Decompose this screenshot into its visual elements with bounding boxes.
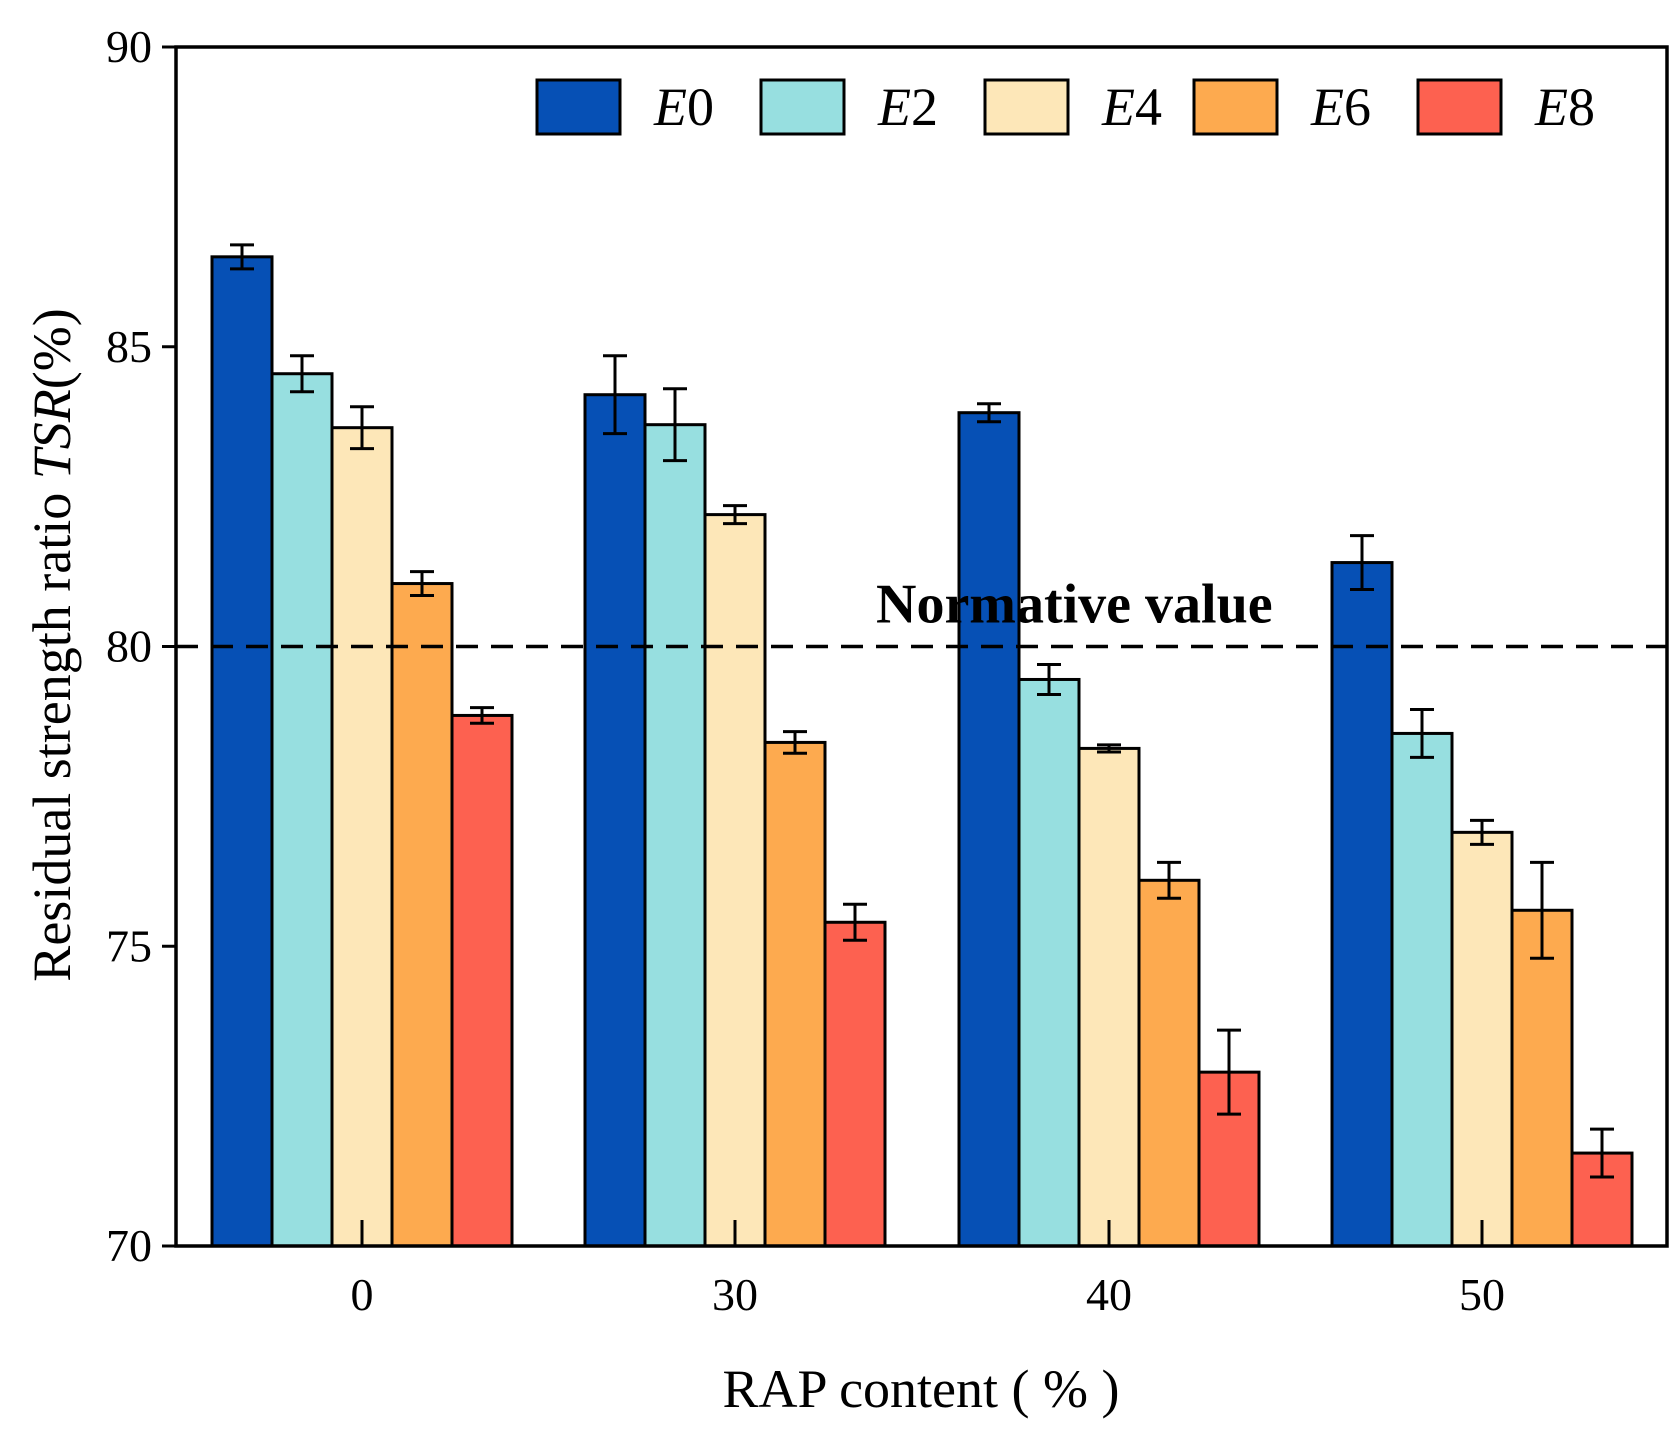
y-tick-label-80: 80 <box>106 621 152 672</box>
error-bar-E6-30 <box>783 730 807 755</box>
legend-swatch-E4 <box>983 78 1070 136</box>
y-axis-title-variable: TSR <box>22 389 82 479</box>
legend-digit: 0 <box>687 77 714 137</box>
normative-value-label: Normative value <box>876 574 1273 636</box>
bar-E0-30 <box>583 393 647 1248</box>
legend-letter: E <box>877 77 911 137</box>
error-bar-E8-0 <box>470 706 494 725</box>
x-tick-label-30: 30 <box>712 1269 758 1320</box>
bar-E2-0 <box>270 372 334 1248</box>
error-bar-E4-30 <box>723 504 747 526</box>
error-bar-E8-50 <box>1590 1127 1614 1179</box>
error-bar-E0-50 <box>1350 534 1374 592</box>
legend-digit: 8 <box>1568 77 1595 137</box>
bar-E6-0 <box>390 582 454 1248</box>
error-bar-E0-40 <box>977 402 1001 424</box>
x-tick-label-40: 40 <box>1086 1269 1132 1320</box>
legend-digit: 4 <box>1135 77 1162 137</box>
bar-E6-40 <box>1137 878 1201 1248</box>
legend-label-E0: E0 <box>653 77 714 137</box>
error-bar-E0-30 <box>603 354 627 436</box>
legend-item-E2: E2 <box>759 77 938 137</box>
x-tick-label-50: 50 <box>1459 1269 1505 1320</box>
legend-item-E8: E8 <box>1416 77 1595 137</box>
bar-E4-0 <box>330 426 394 1248</box>
bar-E2-40 <box>1017 677 1081 1248</box>
y-tick-label-90: 90 <box>106 21 152 72</box>
bar-E2-30 <box>643 423 707 1248</box>
legend-item-E4: E4 <box>983 77 1162 137</box>
legend-digit: 6 <box>1344 77 1371 137</box>
legend-item-E6: E6 <box>1192 77 1371 137</box>
bar-E0-50 <box>1330 561 1394 1248</box>
bar-E0-0 <box>210 255 274 1248</box>
error-bar-E6-0 <box>410 570 434 598</box>
error-bar-E4-50 <box>1470 818 1494 846</box>
y-tick-label-70: 70 <box>106 1220 152 1271</box>
y-tick-label-75: 75 <box>106 920 152 971</box>
legend-digit: 2 <box>911 77 938 137</box>
error-bar-E0-0 <box>230 243 254 271</box>
legend: E0 E2 E4 E6 E8 <box>535 77 1595 137</box>
legend-label-E6: E6 <box>1310 77 1371 137</box>
legend-letter: E <box>1310 77 1344 137</box>
error-bar-E2-0 <box>290 354 314 394</box>
error-bar-E4-40 <box>1097 743 1121 754</box>
x-tick-label-0: 0 <box>351 1269 374 1320</box>
error-bar-E6-40 <box>1157 860 1181 900</box>
legend-item-E0: E0 <box>535 77 714 137</box>
x-axis-title: RAP content ( % ) <box>723 1359 1120 1419</box>
bar-E8-30 <box>823 920 887 1248</box>
y-tick-label-85: 85 <box>106 321 152 372</box>
bar-E2-50 <box>1390 731 1454 1248</box>
bars-layer <box>210 243 1634 1248</box>
y-axis-title-suffix: (%) <box>22 308 82 389</box>
bar-E0-40 <box>957 411 1021 1248</box>
bar-E6-30 <box>763 740 827 1248</box>
legend-swatch-E0 <box>535 78 622 136</box>
y-axis-title-prefix: Residual strength ratio <box>22 479 82 981</box>
bar-E4-50 <box>1450 830 1514 1248</box>
bar-E8-0 <box>450 713 514 1248</box>
error-bar-E2-40 <box>1037 662 1061 696</box>
error-bar-E2-30 <box>663 387 687 463</box>
legend-label-E4: E4 <box>1101 77 1162 137</box>
legend-swatch-E6 <box>1192 78 1279 136</box>
legend-label-E8: E8 <box>1534 77 1595 137</box>
error-bar-E8-40 <box>1217 1028 1241 1116</box>
legend-letter: E <box>653 77 687 137</box>
legend-swatch-E2 <box>759 78 846 136</box>
legend-swatch-E8 <box>1416 78 1503 136</box>
error-bar-E8-30 <box>843 902 867 942</box>
y-axis-title: Residual strength ratio TSR(%) <box>22 308 82 981</box>
bar-E4-40 <box>1077 746 1141 1248</box>
legend-label-E2: E2 <box>877 77 938 137</box>
error-bar-E6-50 <box>1530 860 1554 960</box>
error-bar-E2-50 <box>1410 707 1434 759</box>
legend-letter: E <box>1101 77 1135 137</box>
bar-E4-30 <box>703 513 767 1248</box>
reference-line-layer: Normative value <box>176 574 1667 649</box>
legend-letter: E <box>1534 77 1568 137</box>
error-bar-E4-0 <box>350 405 374 451</box>
bar-E6-50 <box>1510 908 1574 1248</box>
